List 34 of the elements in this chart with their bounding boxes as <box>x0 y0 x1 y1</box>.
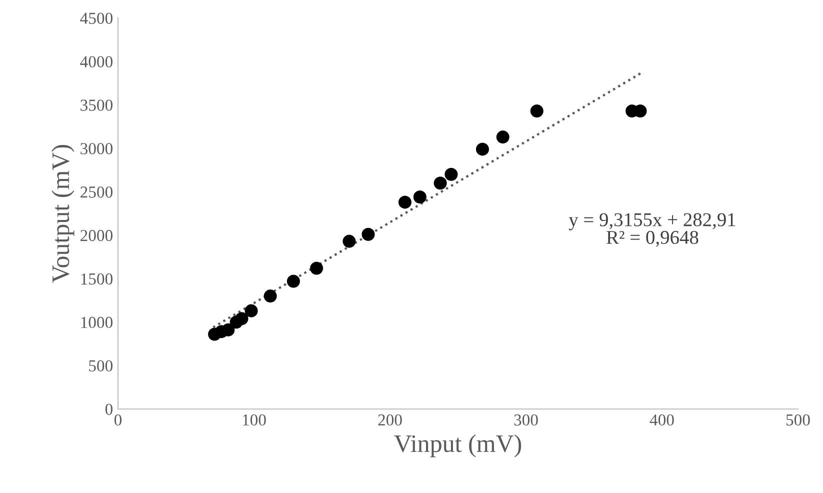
y-tick-label: 0 <box>105 404 113 415</box>
y-tick-label: 2500 <box>80 186 113 198</box>
point <box>530 104 544 118</box>
point <box>286 274 300 288</box>
annotation: y = 9,3155x + 282,91 R² = 0,9648 <box>568 213 736 247</box>
point <box>413 190 426 204</box>
point <box>310 262 324 275</box>
point <box>264 290 277 303</box>
x-tick-label: 0 <box>114 414 122 426</box>
y-tick-label: 1000 <box>81 316 113 328</box>
x-axis-title: Vinput (mV) <box>394 434 522 458</box>
y-tick-label: 4500 <box>80 12 113 24</box>
y-tick-label: 1500 <box>81 273 113 285</box>
x-tick-label: 400 <box>650 414 674 426</box>
y-tick-label: 500 <box>89 360 113 372</box>
y-tick-label: 4000 <box>80 56 113 68</box>
x-tick-label: 300 <box>514 414 538 426</box>
point <box>244 304 258 318</box>
point <box>496 130 510 144</box>
point <box>222 323 235 336</box>
x-tick-label: 100 <box>242 414 266 426</box>
point <box>235 312 248 326</box>
point <box>434 176 447 190</box>
point <box>342 234 356 248</box>
point <box>362 228 375 241</box>
point <box>398 196 412 209</box>
x-tick-label: 500 <box>786 414 810 426</box>
y-tick-label: 2000 <box>80 230 113 242</box>
y-tick-label: 3000 <box>80 143 113 154</box>
x-tick-label: 200 <box>378 414 402 426</box>
y-tick-label: 3500 <box>80 100 113 111</box>
y-axis-title: Voutput (mV) <box>52 145 74 283</box>
point <box>476 142 489 156</box>
point <box>444 168 458 181</box>
